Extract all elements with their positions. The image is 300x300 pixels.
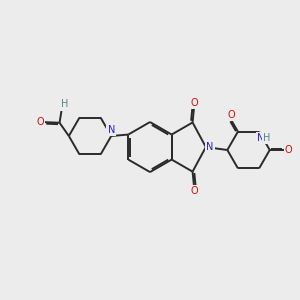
Text: N: N <box>257 133 264 143</box>
Text: O: O <box>37 117 44 127</box>
Text: O: O <box>190 186 198 196</box>
Text: O: O <box>227 110 235 120</box>
Text: O: O <box>285 145 292 155</box>
Text: H: H <box>263 133 271 143</box>
Text: O: O <box>190 98 198 108</box>
Text: N: N <box>206 142 214 152</box>
Text: H: H <box>61 100 68 110</box>
Text: N: N <box>108 124 115 134</box>
